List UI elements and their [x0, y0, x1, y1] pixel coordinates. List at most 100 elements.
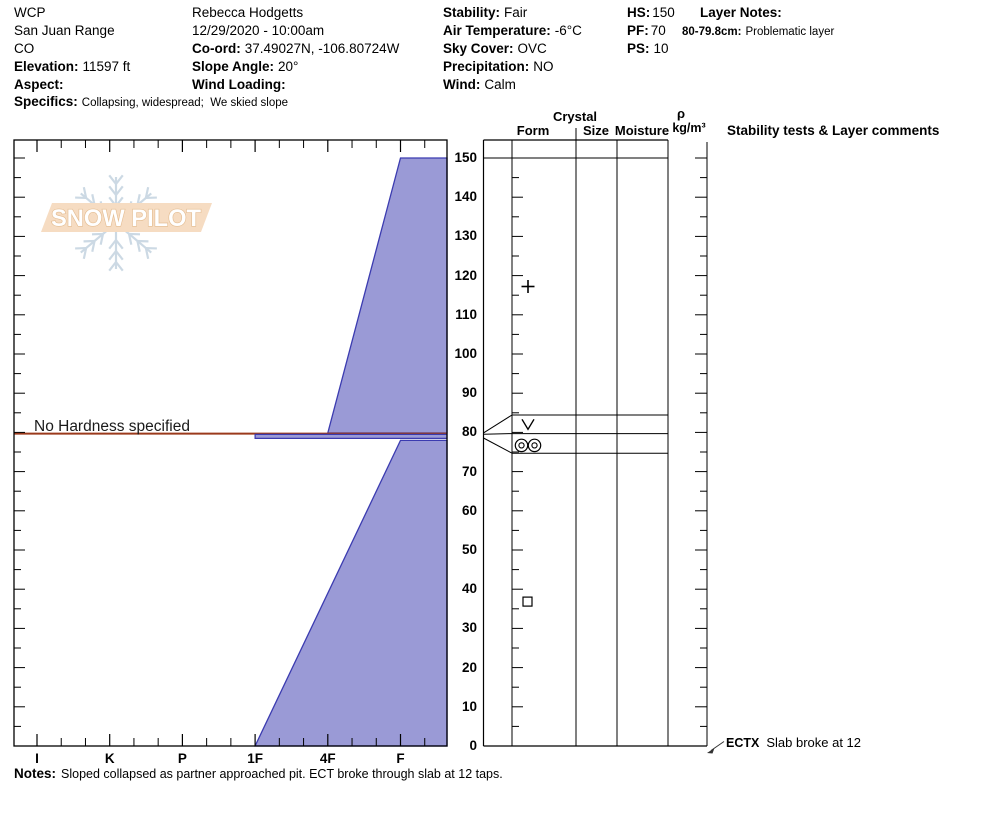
slope-angle-label: Slope Angle:	[192, 59, 275, 74]
elevation-label: Elevation:	[14, 59, 79, 74]
air-temp-value: -6°C	[554, 23, 582, 38]
stability-column-header: Stability tests & Layer comments	[727, 123, 940, 138]
pit-notes: Notes: Sloped collapsed as partner approa…	[14, 766, 503, 781]
snowflake-icon	[115, 185, 124, 196]
snowflake-icon	[99, 233, 105, 245]
pit-state: CO	[14, 41, 35, 56]
ect-test-comment: Slab broke at 12	[766, 735, 862, 750]
thin-layer-connector	[483, 433, 513, 435]
ps-value: 10	[653, 41, 669, 56]
density-units-header: kg/m³	[672, 121, 706, 135]
depth-tick-label: 70	[461, 463, 477, 479]
specifics-line: Specifics: Collapsing, widespread; We ski…	[14, 94, 288, 111]
snowflake-icon	[91, 240, 96, 252]
hardness-tick-label: 1F	[247, 751, 263, 766]
wind-value: Calm	[484, 77, 516, 92]
snowflake-icon	[108, 239, 117, 250]
pf-label: PF:	[627, 23, 649, 38]
layer-notes-label: Layer Notes:	[700, 5, 782, 20]
hs-label: HS:	[627, 5, 651, 20]
depth-tick-label: 0	[469, 738, 477, 753]
pf-value: 70	[650, 23, 666, 38]
snowflake-icon	[82, 186, 88, 199]
air-temp-line: Air Temperature: -6°C	[443, 23, 582, 38]
snowflake-icon	[127, 233, 133, 245]
depth-tick-label: 50	[461, 542, 477, 557]
depth-tick-label: 10	[461, 698, 477, 714]
grain-symbol-mf	[514, 438, 529, 453]
thin-layer-band	[254, 433, 448, 439]
snowflake-icon	[108, 174, 117, 185]
pit-name: WCP	[14, 5, 46, 20]
sky-cover-value: OVC	[517, 41, 547, 56]
size-column-header: Size	[582, 123, 609, 138]
slope-angle-value: 20°	[278, 59, 299, 74]
observation-datetime: 12/29/2020 - 10:00am	[192, 23, 325, 38]
coord-value: 37.49027N, -106.80724W	[244, 41, 400, 56]
crystal-column-header: Crystal	[552, 109, 598, 124]
ps-label: PS:	[627, 41, 650, 56]
hs-line: HS: 150	[627, 5, 675, 20]
sky-cover-label: Sky Cover:	[443, 41, 514, 56]
snowflake-icon	[82, 247, 88, 260]
coord-line: Co-ord: 37.49027N, -106.80724W	[192, 41, 399, 56]
precip-label: Precipitation:	[443, 59, 530, 74]
stability-label: Stability:	[443, 5, 501, 20]
slope-angle-line: Slope Angle: 20°	[192, 59, 298, 74]
thin-layer-connector	[483, 437, 513, 454]
stability-value: Fair	[504, 5, 528, 20]
air-temp-label: Air Temperature:	[443, 23, 551, 38]
density-symbol-header: ρ	[676, 106, 686, 121]
grain-symbol-mf	[518, 442, 525, 449]
pit-range: San Juan Range	[14, 23, 115, 38]
wind-loading-line: Wind Loading:	[192, 77, 290, 92]
elevation-line: Elevation: 11597 ft	[14, 59, 130, 74]
notes-value: Sloped collapsed as partner approached p…	[61, 767, 503, 781]
snow-layer-area	[326, 157, 448, 434]
hardness-tick-label: K	[104, 751, 115, 766]
snowflake-icon	[144, 247, 150, 260]
snowflake-icon	[115, 174, 124, 185]
depth-tick-label: 40	[461, 581, 477, 597]
depth-tick-label: 60	[461, 502, 477, 518]
layer-note-1-value: Problematic layer	[745, 26, 835, 38]
layer-note-1-label: 80-79.8cm:	[682, 26, 742, 38]
wind-loading-label: Wind Loading:	[192, 77, 286, 92]
snowflake-icon	[115, 250, 124, 261]
depth-tick-label: 130	[454, 228, 477, 244]
no-hardness-annotation: No Hardness specified	[34, 418, 190, 435]
depth-tick-label: 140	[454, 189, 477, 205]
depth-tick-label: 120	[454, 267, 477, 283]
form-column-header: Form	[516, 123, 550, 138]
grain-symbol-sh	[521, 418, 535, 431]
snowflake-icon	[108, 261, 117, 272]
precip-value: NO	[533, 59, 554, 74]
snowflake-icon	[108, 250, 117, 261]
depth-tick-label: 150	[454, 150, 477, 165]
snow-layer-area	[254, 439, 448, 747]
grain-symbol-fc	[522, 596, 533, 607]
sky-cover-line: Sky Cover: OVC	[443, 41, 547, 56]
hs-value: 150	[652, 5, 675, 20]
snowflake-icon	[136, 240, 141, 252]
grain-symbol-mf	[527, 438, 542, 453]
logo-text: SNOW PILOT	[51, 205, 201, 232]
layer-notes-title: Layer Notes:	[700, 5, 786, 20]
pf-line: PF: 70	[627, 23, 666, 38]
thin-layer-connector	[483, 414, 513, 434]
snowflake-icon	[115, 261, 124, 272]
elevation-value: 11597 ft	[82, 59, 131, 74]
ps-line: PS: 10	[627, 41, 669, 56]
depth-tick-label: 100	[454, 346, 477, 361]
snowflake-icon	[144, 186, 150, 199]
depth-tick-label: 20	[461, 659, 477, 675]
depth-tick-label: 110	[455, 306, 477, 322]
depth-tick-label: 90	[461, 385, 477, 401]
hardness-tick-label: I	[35, 751, 39, 766]
wind-line: Wind: Calm	[443, 77, 516, 92]
depth-tick-label: 30	[461, 620, 477, 636]
hardness-tick-label: P	[177, 751, 187, 766]
ect-arrowhead	[707, 748, 715, 754]
coord-label: Co-ord:	[192, 41, 241, 56]
precip-line: Precipitation: NO	[443, 59, 554, 74]
